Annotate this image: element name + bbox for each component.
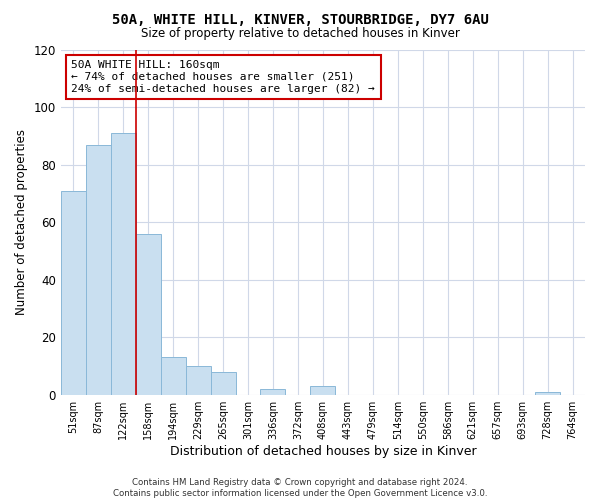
- Text: 50A, WHITE HILL, KINVER, STOURBRIDGE, DY7 6AU: 50A, WHITE HILL, KINVER, STOURBRIDGE, DY…: [112, 12, 488, 26]
- Bar: [136, 234, 161, 394]
- Bar: [111, 134, 136, 394]
- Bar: [185, 366, 211, 394]
- X-axis label: Distribution of detached houses by size in Kinver: Distribution of detached houses by size …: [170, 444, 476, 458]
- Y-axis label: Number of detached properties: Number of detached properties: [15, 130, 28, 316]
- Bar: [310, 386, 335, 394]
- Bar: [211, 372, 236, 394]
- Bar: [86, 145, 111, 394]
- Text: Size of property relative to detached houses in Kinver: Size of property relative to detached ho…: [140, 28, 460, 40]
- Bar: [535, 392, 560, 394]
- Bar: [61, 191, 86, 394]
- Text: 50A WHITE HILL: 160sqm
← 74% of detached houses are smaller (251)
24% of semi-de: 50A WHITE HILL: 160sqm ← 74% of detached…: [71, 60, 375, 94]
- Bar: [260, 389, 286, 394]
- Bar: [161, 358, 185, 395]
- Text: Contains HM Land Registry data © Crown copyright and database right 2024.
Contai: Contains HM Land Registry data © Crown c…: [113, 478, 487, 498]
